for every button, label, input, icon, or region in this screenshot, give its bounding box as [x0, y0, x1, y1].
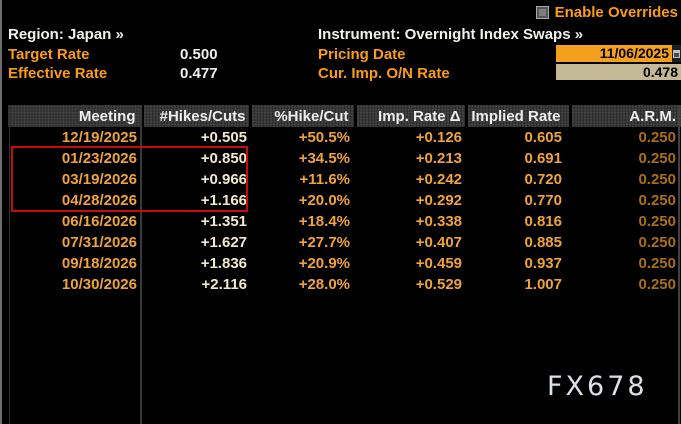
- table-row[interactable]: 12/19/2025 +0.505 +50.5% +0.126 0.605 0.250: [8, 127, 681, 148]
- enable-overrides[interactable]: Enable Overrides: [535, 4, 678, 21]
- target-rate-value: 0.500: [180, 46, 218, 63]
- cell-implied-rate: 0.720: [524, 171, 562, 188]
- cell-meeting: 10/30/2026: [61, 276, 137, 293]
- cell-imp-rate: +0.292: [415, 192, 462, 209]
- pricing-date-label: Pricing Date: [318, 46, 406, 63]
- cell-hike-cut: +27.7%: [298, 234, 350, 251]
- region-selector[interactable]: Region: Japan »: [8, 26, 124, 43]
- cell-hikes-cuts: +1.627: [200, 234, 247, 251]
- cell-a-r-m: 0.250: [638, 150, 676, 167]
- table-row[interactable]: 01/23/2026 +0.850 +34.5% +0.213 0.691 0.250: [8, 148, 681, 169]
- cell-meeting: 12/19/2025: [61, 129, 137, 146]
- cell-hikes-cuts: +0.966: [200, 171, 247, 188]
- cur-imp-on-rate-label: Cur. Imp. O/N Rate: [318, 65, 450, 82]
- watermark: FX678: [547, 371, 648, 402]
- table-body: 12/19/2025 +0.505 +50.5% +0.126 0.605 0.250 01…: [8, 127, 681, 295]
- cell-imp-rate: +0.529: [415, 276, 462, 293]
- table-row[interactable]: 06/16/2026 +1.351 +18.4% +0.338 0.816 0.250: [8, 211, 681, 232]
- cell-implied-rate: 0.770: [524, 192, 562, 209]
- target-rate-label: Target Rate: [8, 46, 90, 63]
- column-header-hike-cut[interactable]: %Hike/Cut: [248, 105, 355, 127]
- cell-hike-cut: +50.5%: [298, 129, 350, 146]
- cell-a-r-m: 0.250: [638, 276, 676, 293]
- table-left-border: [9, 105, 10, 424]
- cell-hike-cut: +18.4%: [298, 213, 350, 230]
- table-row[interactable]: 10/30/2026 +2.116 +28.0% +0.529 1.007 0.250: [8, 274, 681, 295]
- cell-imp-rate: +0.459: [415, 255, 462, 272]
- column-header-meeting[interactable]: Meeting: [8, 105, 142, 127]
- cell-hikes-cuts: +2.116: [201, 276, 247, 293]
- column-header-implied-rate[interactable]: Implied Rate: [464, 105, 570, 127]
- cell-a-r-m: 0.250: [638, 213, 676, 230]
- cell-hike-cut: +11.6%: [299, 171, 350, 188]
- enable-overrides-label: Enable Overrides: [554, 4, 678, 21]
- cell-imp-rate: +0.407: [415, 234, 462, 251]
- cell-implied-rate: 0.605: [524, 129, 562, 146]
- cell-hike-cut: +34.5%: [298, 150, 350, 167]
- cell-imp-rate: +0.338: [415, 213, 462, 230]
- effective-rate-label: Effective Rate: [8, 65, 108, 82]
- table-right-border: [678, 105, 680, 424]
- effective-rate-value: 0.477: [180, 65, 218, 82]
- cell-a-r-m: 0.250: [638, 255, 676, 272]
- cell-a-r-m: 0.250: [638, 234, 676, 251]
- cell-hikes-cuts: +0.505: [200, 129, 247, 146]
- calendar-icon-glyph: [673, 49, 680, 58]
- cell-implied-rate: 0.816: [524, 213, 562, 230]
- cell-implied-rate: 0.937: [524, 255, 562, 272]
- cell-imp-rate: +0.213: [415, 150, 462, 167]
- cell-imp-rate: +0.126: [415, 129, 462, 146]
- cell-hikes-cuts: +1.166: [200, 192, 247, 209]
- cell-hikes-cuts: +1.351: [200, 213, 247, 230]
- table-row[interactable]: 09/18/2026 +1.836 +20.9% +0.459 0.937 0.250: [8, 253, 681, 274]
- cell-imp-rate: +0.242: [415, 171, 462, 188]
- cell-hike-cut: +20.0%: [298, 192, 350, 209]
- cell-meeting: 06/16/2026: [61, 213, 137, 230]
- table-row[interactable]: 03/19/2026 +0.966 +11.6% +0.242 0.720 0.250: [8, 169, 681, 190]
- pricing-date-input[interactable]: 11/06/2025: [556, 45, 672, 62]
- table-row[interactable]: 07/31/2026 +1.627 +27.7% +0.407 0.885 0.250: [8, 232, 681, 253]
- column-header-hikes-cuts[interactable]: #Hikes/Cuts: [140, 105, 250, 127]
- cell-meeting: 01/23/2026: [61, 150, 137, 167]
- cell-meeting: 03/19/2026: [61, 171, 137, 188]
- cell-hikes-cuts: +0.850: [200, 150, 247, 167]
- cell-a-r-m: 0.250: [638, 171, 676, 188]
- table-header-row: Meeting #Hikes/Cuts %Hike/Cut Imp. Rate Δ Im…: [8, 105, 681, 127]
- cell-implied-rate: 0.885: [524, 234, 562, 251]
- cell-meeting: 09/18/2026: [61, 255, 137, 272]
- cell-hike-cut: +20.9%: [298, 255, 350, 272]
- meeting-column-divider: [140, 105, 142, 424]
- instrument-selector[interactable]: Instrument: Overnight Index Swaps »: [318, 26, 584, 43]
- column-header-a-r-m[interactable]: A.R.M.: [568, 105, 681, 127]
- cell-implied-rate: 1.007: [524, 276, 562, 293]
- table-row[interactable]: 04/28/2026 +1.166 +20.0% +0.292 0.770 0.250: [8, 190, 681, 211]
- cell-hike-cut: +28.0%: [298, 276, 350, 293]
- cell-a-r-m: 0.250: [638, 192, 676, 209]
- calendar-icon[interactable]: [672, 45, 681, 62]
- rate-probability-table: Meeting #Hikes/Cuts %Hike/Cut Imp. Rate Δ Im…: [8, 105, 681, 295]
- cell-a-r-m: 0.250: [638, 129, 676, 146]
- left-edge-line: [0, 0, 2, 424]
- cell-meeting: 07/31/2026: [61, 234, 137, 251]
- cell-meeting: 04/28/2026: [61, 192, 137, 209]
- enable-overrides-checkbox[interactable]: [535, 6, 549, 19]
- cell-hikes-cuts: +1.836: [200, 255, 247, 272]
- cur-imp-on-rate-field[interactable]: 0.478: [556, 64, 681, 80]
- cell-implied-rate: 0.691: [524, 150, 562, 167]
- column-header-imp-rate[interactable]: Imp. Rate Δ: [353, 105, 466, 127]
